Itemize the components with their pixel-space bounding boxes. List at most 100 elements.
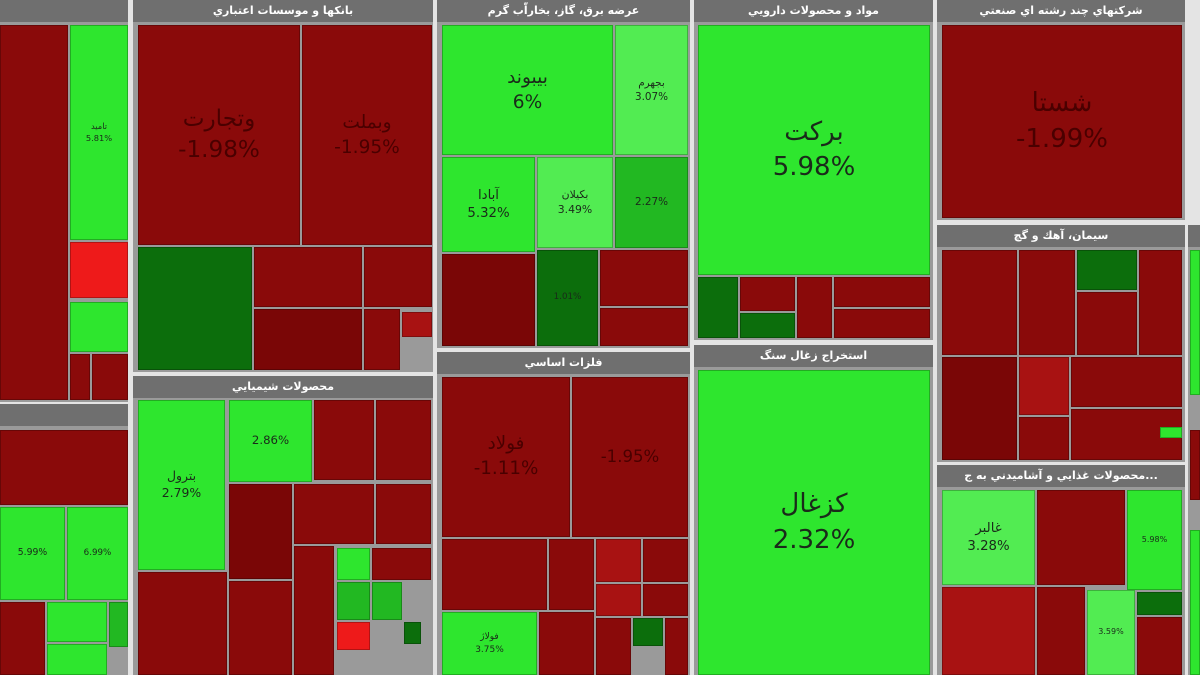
stock-tile: 6.99% xyxy=(67,507,128,600)
stock-tile xyxy=(138,247,252,370)
stock-tile xyxy=(70,302,128,352)
stock-tile xyxy=(596,618,631,675)
stock-tile xyxy=(1137,617,1182,675)
stock-tile xyxy=(364,247,432,307)
stock-tile: 5.98% xyxy=(1127,490,1182,590)
stock-tile xyxy=(442,539,547,610)
stock-tile xyxy=(942,250,1017,355)
tile-label: بیبوند xyxy=(507,66,548,88)
stock-tile xyxy=(337,622,370,650)
tile-label: بترول xyxy=(166,468,197,484)
stock-tile xyxy=(1019,417,1069,460)
stock-tile xyxy=(1077,292,1137,355)
stock-tile xyxy=(834,309,930,338)
stock-tile xyxy=(376,484,431,544)
stock-tile xyxy=(665,618,688,675)
stock-tile xyxy=(643,584,688,616)
stock-tile: -1.95% xyxy=(572,377,688,537)
sector-header: عرضه برق، گاز، بخاراّب گرم xyxy=(437,0,690,22)
stock-tile xyxy=(294,546,334,675)
stock-tile: وبملت -1.95% xyxy=(302,25,432,245)
stock-tile xyxy=(740,277,795,311)
stock-tile xyxy=(376,400,431,480)
tile-label: برکت xyxy=(784,116,844,147)
sector-header: محصولات شيميايي xyxy=(133,376,433,398)
tile-change: 6.99% xyxy=(83,547,112,558)
tile-change: 2.27% xyxy=(634,196,669,209)
stock-tile: 5.99% xyxy=(0,507,65,600)
sector-header: بانکها و موسسات اعتباري xyxy=(133,0,433,22)
tile-change: 2.79% xyxy=(161,485,202,500)
sector-header: مواد و محصولات دارويي xyxy=(694,0,933,22)
stock-tile xyxy=(1019,357,1069,415)
stock-tile xyxy=(1190,430,1200,500)
stock-tile xyxy=(70,354,90,400)
sector-header: سيمان، آهك و گچ xyxy=(937,225,1185,247)
stock-tile xyxy=(92,354,128,400)
tile-change: 3.75% xyxy=(475,644,504,655)
stock-tile xyxy=(229,581,292,675)
stock-tile xyxy=(314,400,374,480)
stock-tile xyxy=(942,357,1017,460)
stock-tile: بکیلان 3.49% xyxy=(537,157,613,248)
tile-change: 6% xyxy=(512,92,543,113)
stock-tile xyxy=(596,584,641,616)
stock-tile: بجهرم 3.07% xyxy=(615,25,688,155)
sector-header: ...محصولات غذايي و آشاميدني به ج xyxy=(937,465,1185,487)
stock-tile xyxy=(1037,587,1085,675)
tile-label: وتجارت xyxy=(182,105,256,132)
stock-tile xyxy=(47,602,107,642)
stock-tile xyxy=(1077,250,1137,290)
stock-tile xyxy=(539,612,594,675)
stock-tile xyxy=(372,548,431,580)
stock-tile xyxy=(942,587,1035,675)
stock-tile xyxy=(402,312,432,337)
stock-tile xyxy=(254,247,362,307)
stock-tile xyxy=(600,250,688,306)
stock-tile xyxy=(834,277,930,307)
stock-tile xyxy=(1019,250,1075,355)
stock-tile xyxy=(442,254,535,346)
stock-tile xyxy=(70,242,128,298)
stock-tile xyxy=(0,430,128,505)
stock-tile: کزغال 2.32% xyxy=(698,370,930,675)
stock-tile xyxy=(337,548,370,580)
tile-label: کزغال xyxy=(780,489,848,520)
stock-tile xyxy=(1137,592,1182,615)
tile-change: 3.28% xyxy=(967,538,1010,554)
stock-tile xyxy=(138,572,227,675)
sector-header: فلزات اساسي xyxy=(437,352,690,374)
tile-change: 5.32% xyxy=(467,205,510,221)
tile-change: 5.99% xyxy=(17,547,48,559)
stock-tile: غالبر 3.28% xyxy=(942,490,1035,585)
tile-change: -1.11% xyxy=(473,458,539,479)
tile-change: -1.95% xyxy=(600,446,660,466)
stock-tile xyxy=(600,308,688,346)
tile-label: آبادا xyxy=(477,187,499,203)
stock-tile xyxy=(1190,530,1200,675)
stock-tile xyxy=(698,277,738,338)
stock-tile xyxy=(0,25,68,400)
stock-tile: 1.01% xyxy=(537,250,598,346)
stock-tile xyxy=(643,539,688,582)
tile-change: 2.86% xyxy=(251,433,290,448)
stock-tile xyxy=(372,582,402,620)
stock-tile: وتجارت -1.98% xyxy=(138,25,300,245)
sector-header xyxy=(1188,225,1200,247)
tile-label: شستا xyxy=(1031,88,1093,119)
stock-tile: 2.86% xyxy=(229,400,312,482)
stock-tile: 2.27% xyxy=(615,157,688,248)
stock-tile xyxy=(0,602,45,675)
tile-change: -1.98% xyxy=(178,137,260,163)
stock-tile xyxy=(1190,250,1200,395)
tile-label: بجهرم xyxy=(638,76,665,89)
tile-change: 3.49% xyxy=(557,202,593,216)
stock-tile: فولاژ 3.75% xyxy=(442,612,537,675)
stock-tile: فولاد -1.11% xyxy=(442,377,570,537)
stock-tile: شستا -1.99% xyxy=(942,25,1182,218)
tile-change: -1.99% xyxy=(1016,123,1108,154)
stock-tile xyxy=(109,602,128,647)
stock-tile xyxy=(797,277,832,338)
stock-tile: بیبوند 6% xyxy=(442,25,613,155)
